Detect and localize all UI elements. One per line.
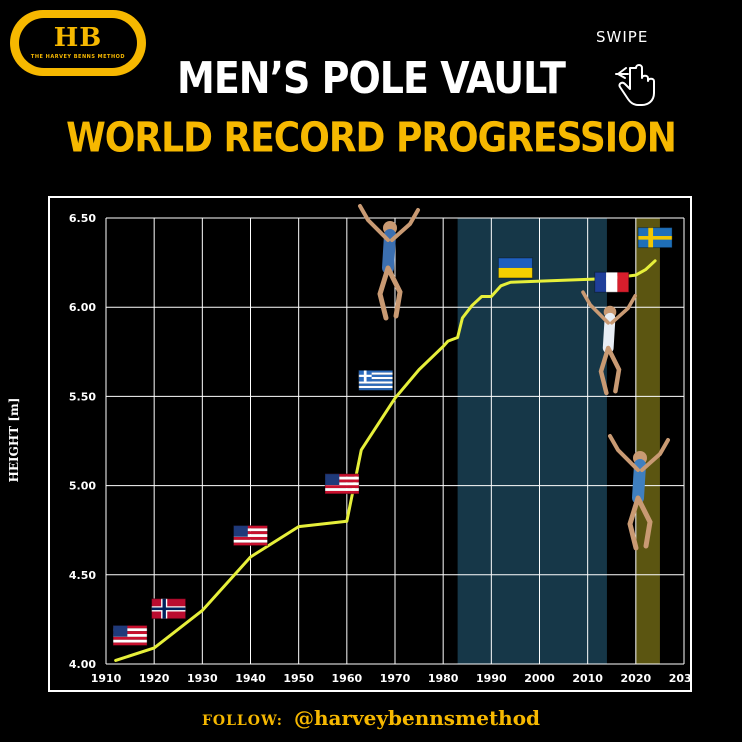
follow-label: FOLLOW: (201, 713, 283, 729)
swipe-hint[interactable]: SWIPE (596, 22, 666, 112)
logo-tagline: THE HARVEY BENNS METHOD (30, 54, 126, 60)
y-tick-label: 5.00 (69, 480, 96, 493)
x-tick-label: 2010 (572, 672, 603, 685)
flag-usa-icon (324, 473, 360, 495)
social-handle-link[interactable]: @harveybennsmethod (294, 706, 541, 730)
flag-greece-icon (358, 369, 394, 391)
y-axis-label: HEIGHT [m] (7, 397, 21, 483)
highlight-band-gold (635, 218, 660, 664)
athlete-figure-2-icon (581, 290, 638, 396)
y-tick-label: 6.00 (69, 301, 96, 314)
x-tick-label: 1970 (380, 672, 411, 685)
x-tick-label: 2030 (669, 672, 690, 685)
page-title: MEN’S POLE VAULT (177, 52, 566, 104)
x-tick-label: 1980 (428, 672, 459, 685)
x-tick-label: 1940 (235, 672, 266, 685)
chart-plot: 1910 1920 1930 1940 1950 1960 1970 1980 1990 2000… (69, 204, 690, 685)
x-tick-label: 2020 (621, 672, 652, 685)
logo-mark: HB (53, 23, 103, 53)
flag-usa-icon (112, 624, 148, 646)
flag-france-icon (594, 271, 630, 293)
y-tick-label: 4.50 (69, 569, 96, 582)
flag-sweden-icon (637, 227, 673, 249)
hand-swipe-icon (615, 64, 655, 106)
x-tick-label: 1990 (476, 672, 507, 685)
x-tick-label: 1920 (139, 672, 170, 685)
footer-follow: FOLLOW: @harveybennsmethod (0, 706, 742, 730)
chart-frame: 1910 1920 1930 1940 1950 1960 1970 1980 1990 2000… (48, 196, 692, 692)
x-tick-label: 1960 (332, 672, 363, 685)
brand-logo: HB THE HARVEY BENNS METHOD (10, 10, 146, 76)
x-tick-label: 1910 (91, 672, 122, 685)
x-tick-label: 1950 (283, 672, 314, 685)
athlete-figure-3-icon (608, 434, 670, 551)
record-line (114, 259, 657, 662)
page-subtitle: WORLD RECORD PROGRESSION (66, 114, 677, 163)
athlete-figure-1-icon (358, 204, 420, 321)
flag-norway-icon (151, 598, 187, 620)
flag-ukraine-icon (497, 257, 533, 279)
logo-badge: HB THE HARVEY BENNS METHOD (19, 18, 137, 68)
highlight-band-blue (457, 218, 607, 664)
x-tick-label: 2000 (524, 672, 555, 685)
y-tick-label: 5.50 (69, 390, 96, 403)
swipe-label: SWIPE (596, 28, 649, 46)
x-tick-label: 1930 (187, 672, 218, 685)
y-tick-label: 4.00 (69, 658, 96, 671)
y-tick-label: 6.50 (69, 212, 96, 225)
flag-usa-icon (233, 525, 268, 547)
